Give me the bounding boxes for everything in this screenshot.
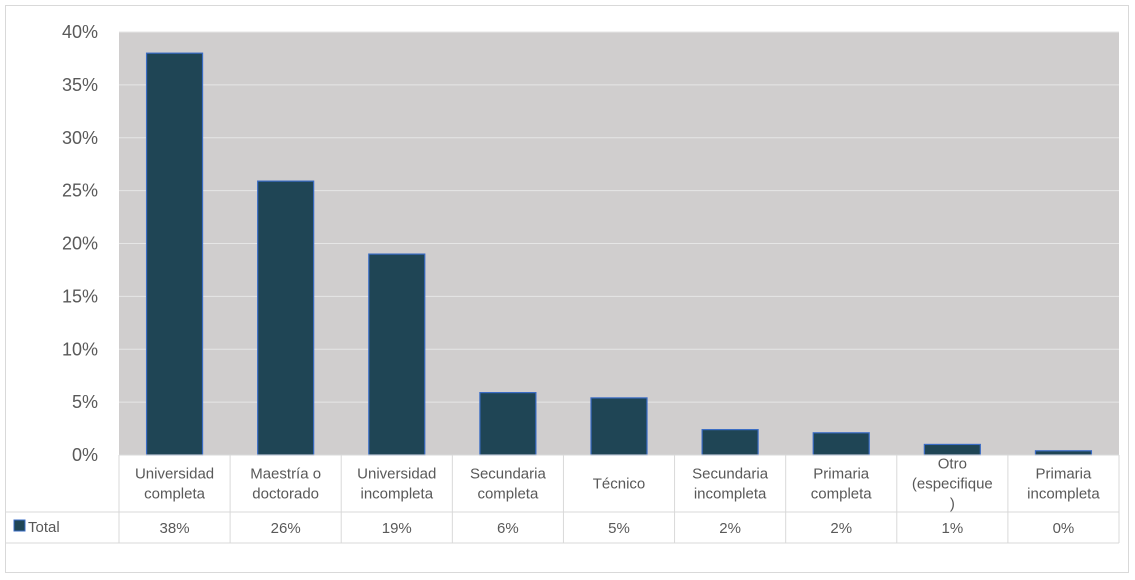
data-table-value: 26%: [271, 520, 301, 537]
legend-key: [13, 519, 26, 532]
category-label: incompleta: [1027, 486, 1100, 503]
bar: [479, 392, 537, 456]
bar: [923, 443, 981, 456]
category-label: completa: [477, 486, 539, 503]
y-tick-label: 15%: [62, 286, 98, 306]
category-label: completa: [144, 486, 206, 503]
y-tick-label: 30%: [62, 128, 98, 148]
category-label: ): [950, 496, 955, 513]
category-label: (especifique: [912, 476, 993, 493]
data-table-value: 0%: [1053, 520, 1075, 537]
category-label: Universidad: [135, 466, 214, 483]
y-tick-label: 0%: [72, 445, 98, 465]
y-tick-label: 5%: [72, 392, 98, 412]
bar: [145, 52, 204, 456]
y-tick-label: 25%: [62, 181, 98, 201]
y-tick-label: 40%: [62, 22, 98, 42]
category-label: incompleta: [361, 486, 434, 503]
bar: [812, 432, 870, 456]
y-tick-label: 35%: [62, 75, 98, 95]
category-label: Técnico: [593, 476, 646, 493]
category-label: Otro: [938, 456, 967, 473]
data-table-value: 2%: [719, 520, 741, 537]
data-table-value: 2%: [830, 520, 852, 537]
category-label: Universidad: [357, 466, 436, 483]
category-label: Secundaria: [470, 466, 547, 483]
bar: [1034, 450, 1093, 456]
bar: [257, 180, 315, 456]
bar: [701, 429, 759, 456]
data-table-value: 19%: [382, 520, 412, 537]
y-tick-label: 10%: [62, 339, 98, 359]
category-label: Primaria: [813, 466, 869, 483]
data-table-value: 6%: [497, 520, 519, 537]
y-tick-label: 20%: [62, 234, 98, 254]
category-label: Maestría o: [250, 466, 321, 483]
bar: [368, 253, 426, 456]
data-table-value: 38%: [160, 520, 190, 537]
data-table-value: 5%: [608, 520, 630, 537]
bar: [590, 397, 648, 456]
category-label: doctorado: [252, 486, 319, 503]
category-label: completa: [811, 486, 873, 503]
category-label: incompleta: [694, 486, 767, 503]
data-table-value: 1%: [941, 520, 963, 537]
chart-frame: [5, 5, 1129, 573]
category-label: Primaria: [1036, 466, 1092, 483]
legend-series-name: Total: [28, 519, 60, 536]
category-label: Secundaria: [692, 466, 769, 483]
